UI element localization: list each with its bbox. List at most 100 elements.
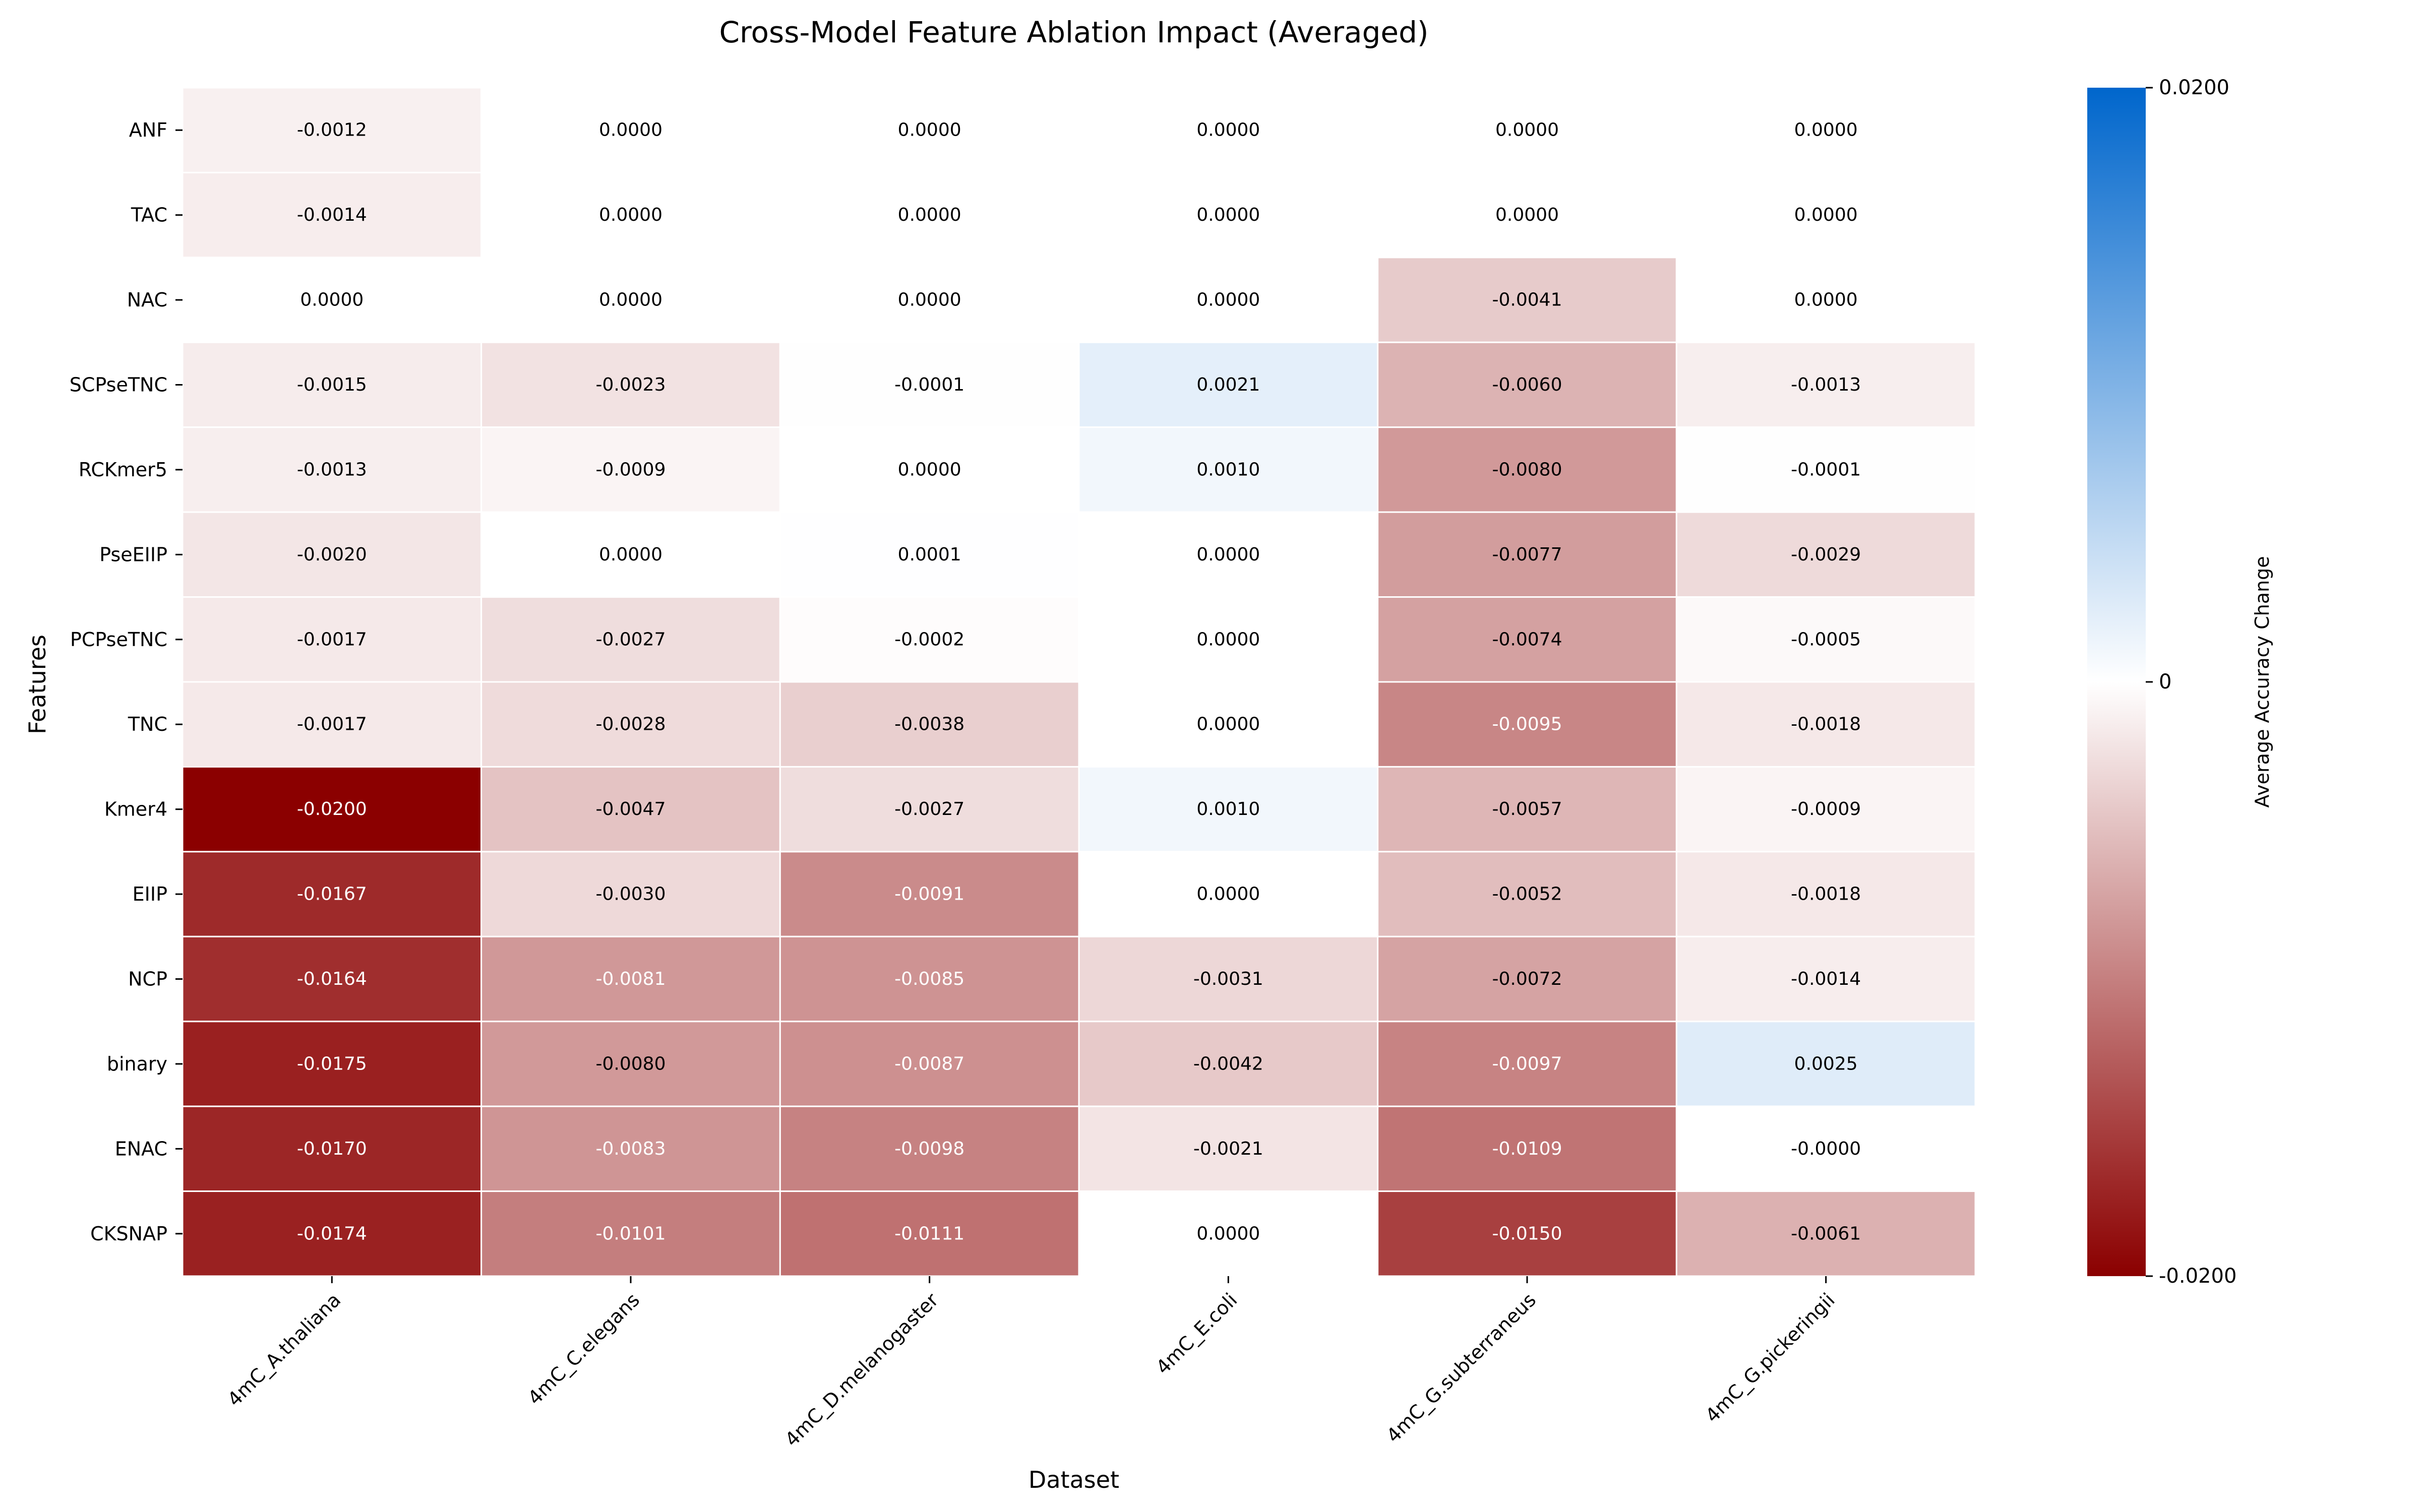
heatmap-cell bbox=[182, 426, 482, 513]
cell-value-label: -0.0012 bbox=[297, 120, 367, 141]
colorbar-ticks: 0.0200 0 -0.0200 bbox=[2146, 76, 2236, 1288]
cell-value-label: -0.0018 bbox=[1791, 884, 1861, 905]
heatmap-cell bbox=[182, 1021, 482, 1107]
heatmap-cell bbox=[779, 1105, 1080, 1192]
heatmap-cell bbox=[182, 935, 482, 1023]
x-axis: 4mC_A.thaliana 4mC_C.elegans 4mC_D.melanog… bbox=[223, 1276, 1839, 1451]
cell-value-label: 0.0010 bbox=[1196, 799, 1260, 820]
heatmap-cell bbox=[1078, 681, 1379, 768]
cell-value-label: -0.0091 bbox=[894, 884, 964, 905]
y-tick-label: SCPseTNC bbox=[70, 374, 167, 396]
heatmap-cell bbox=[1675, 171, 1976, 259]
cell-value-label: 0.0000 bbox=[1196, 120, 1260, 141]
heatmap-cell bbox=[779, 87, 1080, 173]
heatmap-cell bbox=[1377, 681, 1677, 768]
cell-value-label: 0.0025 bbox=[1794, 1053, 1858, 1074]
cell-value-label: 0.0000 bbox=[1196, 1223, 1260, 1244]
cell-value-label: -0.0077 bbox=[1492, 544, 1562, 565]
heatmap-cell-labels: -0.0012 0.0000 0.0000 0.0000 0.0000 0.0000 -0.… bbox=[297, 120, 1861, 1244]
cell-value-label: 0.0000 bbox=[1495, 120, 1559, 141]
y-axis: ANF TAC NAC SCPseTNC RCKmer5 PseEIIP PCPseTNC T… bbox=[70, 119, 183, 1245]
heatmap-cell bbox=[1675, 87, 1976, 173]
heatmap-cell bbox=[182, 87, 482, 173]
heatmap-cell bbox=[1377, 87, 1677, 173]
cell-value-label: 0.0000 bbox=[599, 544, 662, 565]
x-tick-label: 4mC_D.melanogaster bbox=[780, 1289, 943, 1451]
cell-value-label: -0.0014 bbox=[297, 205, 367, 225]
cell-value-label: -0.0017 bbox=[297, 714, 367, 735]
cell-value-label: 0.0000 bbox=[1794, 120, 1858, 141]
cell-value-label: 0.0000 bbox=[898, 459, 961, 480]
cell-value-label: -0.0101 bbox=[596, 1223, 666, 1244]
cell-value-label: 0.0000 bbox=[599, 290, 662, 310]
y-tick-label: NAC bbox=[127, 289, 167, 311]
cell-value-label: -0.0150 bbox=[1492, 1223, 1562, 1244]
cell-value-label: -0.0000 bbox=[1791, 1139, 1861, 1159]
y-tick-label: binary bbox=[107, 1053, 167, 1075]
cell-value-label: -0.0027 bbox=[894, 799, 964, 820]
cell-value-label: -0.0013 bbox=[297, 459, 367, 480]
heatmap-cell bbox=[1078, 1190, 1379, 1277]
cell-value-label: 0.0000 bbox=[300, 290, 364, 310]
y-tick-label: RCKmer5 bbox=[79, 459, 167, 481]
cell-value-label: 0.0000 bbox=[599, 205, 662, 225]
cell-value-label: -0.0087 bbox=[894, 1053, 964, 1074]
cell-value-label: -0.0174 bbox=[297, 1223, 367, 1244]
cell-value-label: -0.0080 bbox=[1492, 459, 1562, 480]
heatmap-cell bbox=[1078, 1021, 1379, 1107]
cell-value-label: -0.0164 bbox=[297, 969, 367, 989]
heatmap-cell bbox=[182, 1190, 482, 1277]
cell-value-label: -0.0027 bbox=[596, 629, 666, 650]
cell-value-label: -0.0017 bbox=[297, 629, 367, 650]
x-axis-label: Dataset bbox=[1028, 1466, 1119, 1493]
cell-value-label: 0.0000 bbox=[1196, 629, 1260, 650]
heatmap-cell bbox=[779, 257, 1080, 343]
colorbar-tick-label: 0.0200 bbox=[2159, 76, 2229, 99]
heatmap-cell bbox=[1078, 596, 1379, 683]
cell-value-label: -0.0095 bbox=[1492, 714, 1562, 735]
y-tick-label: CKSNAP bbox=[90, 1223, 167, 1245]
cell-value-label: 0.0001 bbox=[898, 544, 961, 565]
cell-value-label: -0.0098 bbox=[894, 1139, 964, 1159]
heatmap-cell bbox=[1078, 341, 1379, 428]
cell-value-label: -0.0047 bbox=[596, 799, 666, 820]
cell-value-label: -0.0038 bbox=[894, 714, 964, 735]
cell-value-label: 0.0000 bbox=[1196, 884, 1260, 905]
cell-value-label: 0.0000 bbox=[1196, 290, 1260, 310]
cell-value-label: -0.0023 bbox=[596, 374, 666, 395]
cell-value-label: -0.0074 bbox=[1492, 629, 1562, 650]
y-tick-label: NCP bbox=[128, 968, 167, 990]
heatmap-cell bbox=[1675, 1190, 1976, 1277]
heatmap-cell bbox=[182, 341, 482, 428]
cell-value-label: -0.0014 bbox=[1791, 969, 1861, 989]
heatmap-cell bbox=[779, 1190, 1080, 1277]
y-tick-label: Kmer4 bbox=[104, 798, 167, 821]
cell-value-label: 0.0000 bbox=[1196, 205, 1260, 225]
cell-value-label: 0.0000 bbox=[1794, 290, 1858, 310]
cell-value-label: -0.0175 bbox=[297, 1053, 367, 1074]
cell-value-label: -0.0029 bbox=[1791, 544, 1861, 565]
heatmap-cell bbox=[1078, 1105, 1379, 1192]
heatmap-cell bbox=[182, 766, 482, 853]
cell-value-label: -0.0167 bbox=[297, 884, 367, 905]
cell-value-label: -0.0072 bbox=[1492, 969, 1562, 989]
cell-value-label: 0.0010 bbox=[1196, 459, 1260, 480]
heatmap-cell bbox=[1078, 87, 1379, 173]
cell-value-label: 0.0000 bbox=[599, 120, 662, 141]
heatmap-cell bbox=[480, 1021, 781, 1107]
heatmap-cell bbox=[1377, 766, 1677, 853]
cell-value-label: 0.0000 bbox=[898, 120, 961, 141]
cell-value-label: -0.0200 bbox=[297, 799, 367, 820]
cell-value-label: -0.0009 bbox=[1791, 799, 1861, 820]
heatmap-cell bbox=[480, 171, 781, 259]
cell-value-label: -0.0009 bbox=[596, 459, 666, 480]
x-tick-label: 4mC_E.coli bbox=[1152, 1289, 1241, 1378]
y-tick-label: ENAC bbox=[115, 1138, 167, 1160]
heatmap-cell bbox=[1675, 1105, 1976, 1192]
cell-value-label: -0.0041 bbox=[1492, 290, 1562, 310]
cell-value-label: -0.0028 bbox=[596, 714, 666, 735]
heatmap-cell bbox=[1078, 171, 1379, 259]
heatmap-cell bbox=[1377, 341, 1677, 428]
cell-value-label: -0.0081 bbox=[596, 969, 666, 989]
